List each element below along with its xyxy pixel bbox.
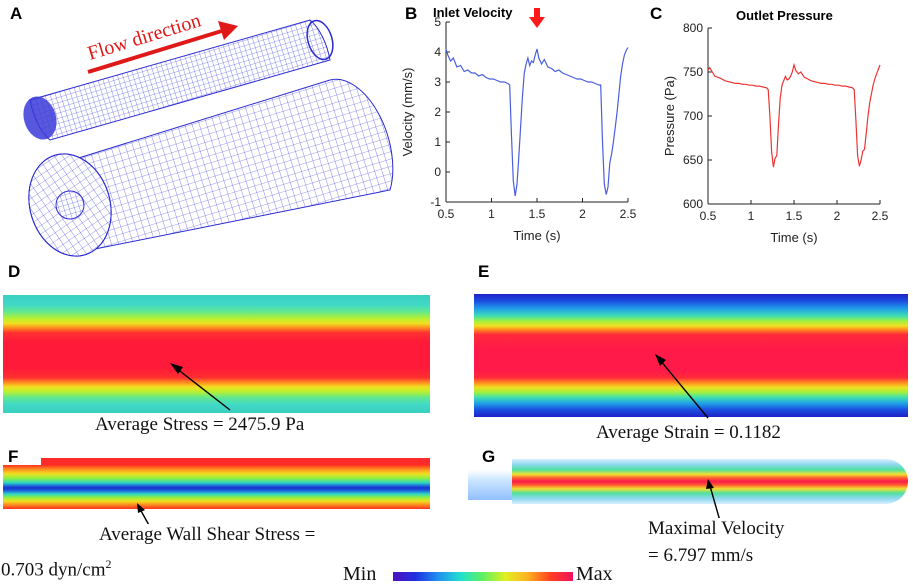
outlet-x-tick-label: 1: [748, 209, 755, 223]
panel-label-c: C: [650, 4, 663, 23]
panel-label-g: G: [482, 447, 496, 466]
flow-direction-arrow: [87, 21, 238, 74]
panel-label-f: F: [8, 447, 19, 466]
inlet-chart-title: Inlet Velocity: [433, 5, 513, 20]
inlet-y-tick-label: 3: [434, 75, 441, 89]
panel-label-a: A: [10, 4, 23, 23]
inlet-series-line: [445, 47, 629, 197]
stress-pointer-arrow: [170, 363, 231, 411]
inlet-x-axis-label: Time (s): [513, 228, 560, 243]
outlet-chart-title: Outlet Pressure: [736, 8, 833, 23]
inlet-y-tick-label: 2: [434, 105, 441, 119]
strain-caption: Average Strain = 0.1182: [596, 422, 781, 444]
stress-contour-plot: [3, 295, 430, 413]
strain-pointer-arrow: [655, 354, 709, 419]
outlet-x-axis-label: Time (s): [770, 230, 817, 245]
velocity-notch: [468, 470, 512, 500]
inlet-y-tick-label: 4: [434, 45, 441, 59]
colorbar-gradient: [393, 572, 573, 581]
colorbar-max-label: Max: [576, 563, 613, 585]
panel-label-d: D: [8, 262, 21, 281]
wss-unit-superscript: 2: [105, 557, 112, 571]
inlet-x-tick-label: 1.5: [529, 207, 546, 221]
outlet-y-axis-label: Pressure (Pa): [662, 76, 677, 156]
mesh-illustration: Flow direction: [23, 9, 394, 257]
inlet-y-tick-label: 0: [434, 165, 441, 179]
wss-caption-line1: Average Wall Shear Stress =: [99, 524, 316, 546]
panel-label-b: B: [405, 4, 418, 23]
velocity-contour-plot: [512, 459, 908, 504]
outlet-series-line: [707, 62, 881, 168]
stress-caption: Average Stress = 2475.9 Pa: [95, 414, 305, 436]
inlet-y-tick-label: -1: [430, 195, 441, 209]
panel-label-e: E: [478, 262, 490, 281]
outlet-x-tick-label: 1.5: [786, 209, 803, 223]
outer-mesh-cylinder: [28, 78, 394, 257]
wss-value: 0.703 dyn/cm: [1, 559, 106, 581]
velocity-caption-line1: Maximal Velocity: [648, 518, 785, 540]
wss-contour-plot: [3, 465, 430, 509]
inlet-x-tick-label: 0.5: [438, 207, 455, 221]
velocity-pointer-arrow: [706, 479, 721, 522]
velocity-caption-line2: = 6.797 mm/s: [648, 545, 754, 567]
outlet-x-tick-label: 0.5: [700, 209, 717, 223]
inlet-x-tick-label: 2.5: [620, 207, 637, 221]
inlet-x-tick-label: 1: [488, 207, 495, 221]
inlet-peak-marker-shaft: [534, 8, 540, 17]
outlet-y-tick-label: 750: [683, 65, 703, 79]
inlet-y-axis-label: Velocity (mm/s): [400, 68, 415, 157]
outlet-y-tick-label: 800: [683, 21, 703, 35]
inlet-y-tick-label: 1: [434, 135, 441, 149]
wss-caption-line2: 0.703 dyn/cm2: [1, 553, 112, 582]
outlet-y-tick-label: 650: [683, 153, 703, 167]
inlet-y-tick-label: 5: [434, 15, 441, 29]
outlet-x-tick-label: 2.5: [872, 209, 889, 223]
outlet-pressure-chart: 0.5 1 1.5 2 2.5 600 650 700 750 800 Time (s) Pressu…: [662, 21, 889, 245]
inlet-peak-marker-arrow: [529, 17, 545, 28]
outlet-y-tick-label: 600: [683, 197, 703, 211]
inner-mesh-cylinder: [23, 19, 334, 141]
wss-top-strip: [41, 458, 430, 465]
colorbar-min-label: Min: [343, 563, 377, 585]
outlet-y-tick-label: 700: [683, 109, 703, 123]
mesh-panel: Flow direction: [0, 0, 400, 262]
outlet-x-tick-label: 2: [834, 209, 841, 223]
inlet-velocity-chart: 0.5 1 1.5 2 2.5 -1 0 1 2 3 4 5 Time (s) Velocity (mm/…: [400, 8, 637, 243]
inlet-x-tick-label: 2: [579, 207, 586, 221]
